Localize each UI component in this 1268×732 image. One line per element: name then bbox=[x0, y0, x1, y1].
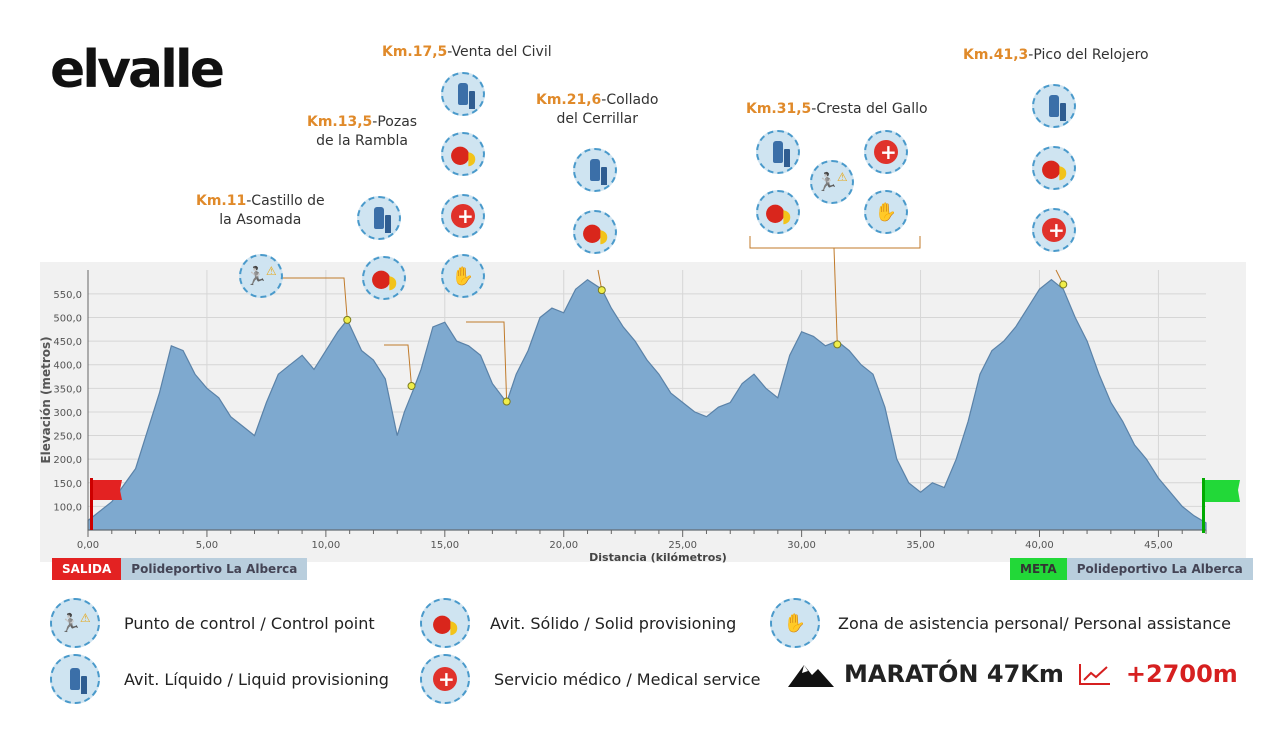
personal-assistance-icon bbox=[441, 254, 485, 298]
annotation-leader bbox=[274, 277, 348, 320]
annotation-km41-3: Km.41,3-Pico del Relojero bbox=[963, 47, 1149, 63]
annotation-point bbox=[597, 286, 606, 295]
personal-assistance-icon bbox=[864, 190, 908, 234]
medical-service-icon: + bbox=[864, 130, 908, 174]
liquid-provisioning-icon bbox=[50, 654, 100, 704]
axes: 100,0 150,0 200,0 250,0 300,0 350,0 400,0 450,0… bbox=[53, 270, 1207, 551]
start-bar: SALIDA Polideportivo La Alberca bbox=[52, 558, 308, 580]
x-axis-label: Distancia (kilómetros) bbox=[589, 551, 727, 564]
x-tick-label: 30,00 bbox=[787, 540, 816, 551]
y-tick-label: 550,0 bbox=[53, 290, 82, 301]
annotation-leader bbox=[466, 321, 508, 402]
elevation-profile-area bbox=[87, 278, 1207, 531]
legend-medical-service: + Servicio médico / Medical service bbox=[420, 654, 760, 704]
finish-tag: META bbox=[1010, 558, 1067, 580]
x-tick-label: 10,00 bbox=[312, 540, 341, 551]
annotation-km13-5: Km.13,5-Pozas de la Rambla bbox=[307, 114, 418, 149]
x-tick-label: 25,00 bbox=[668, 540, 697, 551]
legend-liquid-provisioning: Avit. Líquido / Liquid provisioning bbox=[50, 654, 389, 704]
mountain-icon bbox=[788, 665, 834, 687]
liquid-provisioning-icon bbox=[1032, 84, 1076, 128]
start-place: Polideportivo La Alberca bbox=[121, 558, 308, 580]
personal-assistance-icon bbox=[770, 598, 820, 648]
annotation-leaders bbox=[274, 236, 1068, 406]
y-tick-label: 250,0 bbox=[53, 432, 82, 443]
annotation-leader bbox=[833, 247, 838, 345]
solid-provisioning-icon bbox=[420, 598, 470, 648]
solid-provisioning-icon bbox=[441, 132, 485, 176]
finish-place: Polideportivo La Alberca bbox=[1066, 558, 1253, 580]
y-tick-label: 150,0 bbox=[53, 479, 82, 490]
x-tick-label: 35,00 bbox=[906, 540, 935, 551]
annotation-bracket bbox=[749, 236, 921, 249]
control-point-icon bbox=[50, 598, 100, 648]
race-title: MARATÓN 47Km bbox=[844, 660, 1064, 688]
annotation-point bbox=[343, 315, 352, 324]
annotation-km21-6: Km.21,6-Collado del Cerrillar bbox=[536, 92, 659, 127]
x-tick-label: 45,00 bbox=[1144, 540, 1173, 551]
elevation-gain-icon bbox=[1078, 664, 1110, 685]
solid-provisioning-icon bbox=[573, 210, 617, 254]
liquid-provisioning-icon bbox=[441, 72, 485, 116]
elevation-area bbox=[87, 278, 1207, 531]
medical-service-icon: + bbox=[420, 654, 470, 704]
legend-personal-assistance: Zona de asistencia personal/ Personal as… bbox=[770, 598, 1231, 648]
y-tick-label: 200,0 bbox=[53, 455, 82, 466]
y-tick-label: 300,0 bbox=[53, 408, 82, 419]
x-tick-label: 15,00 bbox=[430, 540, 459, 551]
finish-bar: META Polideportivo La Alberca bbox=[1010, 558, 1253, 580]
medical-service-icon: + bbox=[1032, 208, 1076, 252]
annotation-point bbox=[1059, 280, 1068, 289]
annotation-point bbox=[502, 397, 511, 406]
y-tick-label: 500,0 bbox=[53, 314, 82, 325]
liquid-provisioning-icon bbox=[573, 148, 617, 192]
control-point-icon bbox=[239, 254, 283, 298]
annotation-point bbox=[407, 381, 416, 390]
elevation-gain: +2700m bbox=[1125, 660, 1238, 688]
x-tick-label: 40,00 bbox=[1025, 540, 1054, 551]
legend-control-point: Punto de control / Control point bbox=[50, 598, 375, 648]
finish-flag-icon bbox=[1202, 478, 1240, 533]
start-tag: SALIDA bbox=[52, 558, 122, 580]
liquid-provisioning-icon bbox=[357, 196, 401, 240]
solid-provisioning-icon bbox=[362, 256, 406, 300]
x-tick-label: 0,00 bbox=[77, 540, 99, 551]
y-tick-label: 450,0 bbox=[53, 337, 82, 348]
solid-provisioning-icon bbox=[756, 190, 800, 234]
x-tick-label: 20,00 bbox=[549, 540, 578, 551]
y-tick-label: 350,0 bbox=[53, 384, 82, 395]
solid-provisioning-icon bbox=[1032, 146, 1076, 190]
brand-logo: elvalle bbox=[50, 40, 225, 100]
legend-solid-provisioning: Avit. Sólido / Solid provisioning bbox=[420, 598, 736, 648]
liquid-provisioning-icon bbox=[756, 130, 800, 174]
y-tick-label: 100,0 bbox=[53, 502, 82, 513]
race-summary: MARATÓN 47Km +2700m bbox=[788, 660, 1238, 688]
y-axis-label: Elevación (metros) bbox=[39, 336, 53, 463]
x-tick-label: 5,00 bbox=[196, 540, 218, 551]
annotation-km17-5: Km.17,5-Venta del Civil bbox=[382, 44, 552, 60]
y-tick-label: 400,0 bbox=[53, 361, 82, 372]
control-point-icon bbox=[810, 160, 854, 204]
medical-service-icon: + bbox=[441, 194, 485, 238]
start-flag-icon bbox=[90, 478, 122, 530]
annotation-km11: Km.11-Castillo de la Asomada bbox=[196, 193, 325, 228]
annotation-leader bbox=[384, 344, 413, 387]
annotation-km31-5: Km.31,5-Cresta del Gallo bbox=[746, 101, 928, 117]
annotation-point bbox=[833, 340, 842, 349]
